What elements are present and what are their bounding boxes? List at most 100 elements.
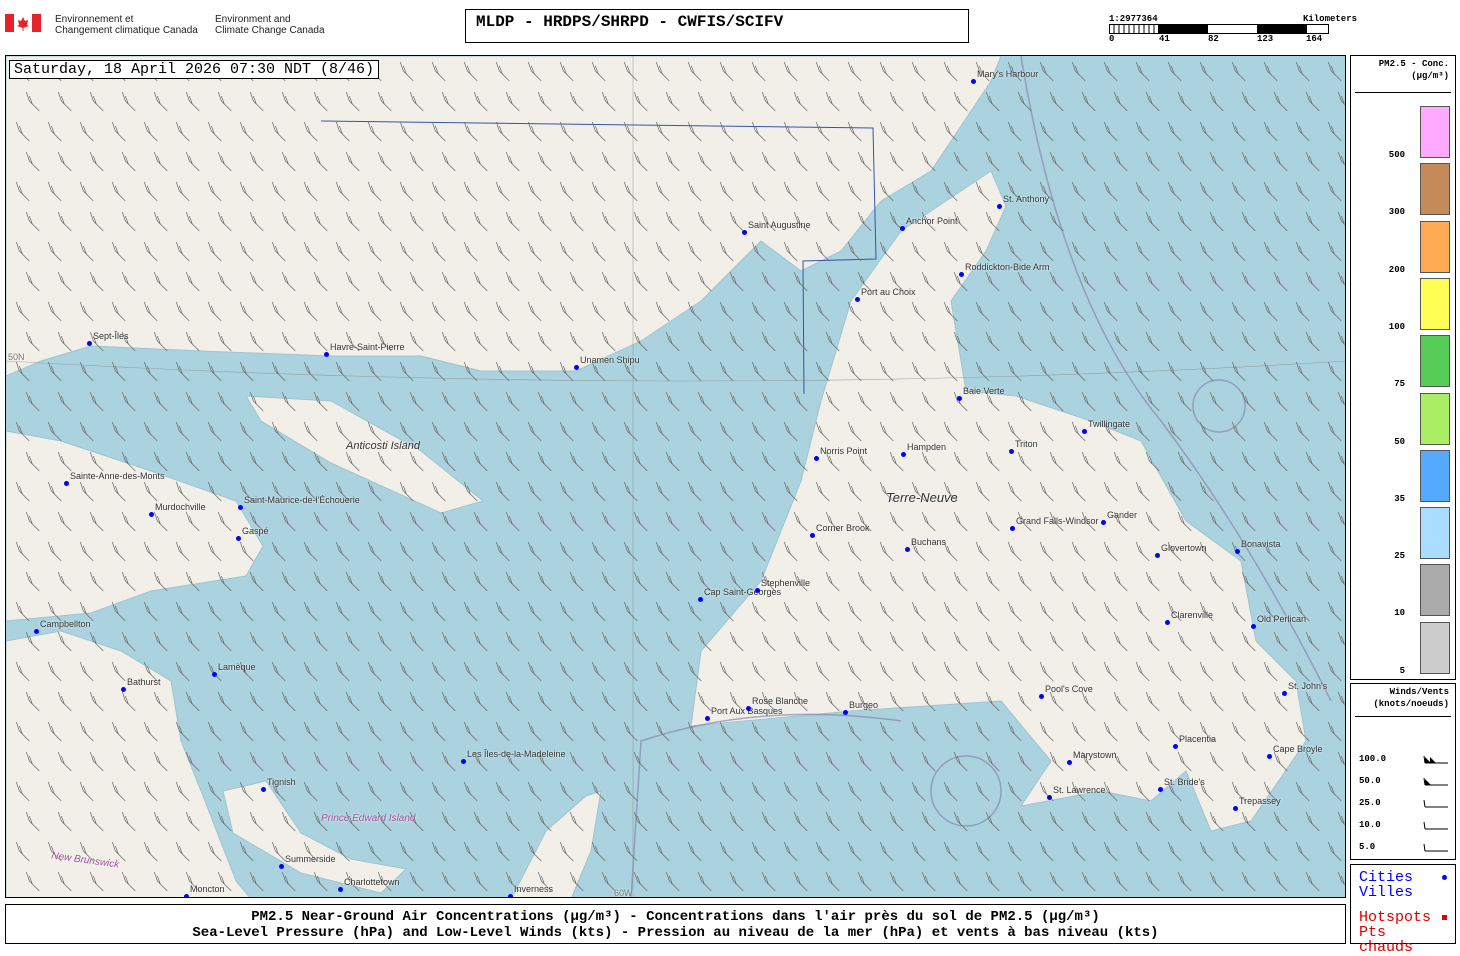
pm-level-label: 75 <box>1394 379 1405 390</box>
wind-barb <box>816 121 830 142</box>
wind-barb <box>986 151 1000 172</box>
wind-barb <box>336 841 350 862</box>
wind-barb <box>944 661 958 682</box>
wind-barb <box>538 511 552 532</box>
wind-barb <box>570 811 584 832</box>
wind-barb <box>528 661 542 682</box>
wind-barb <box>1049 511 1064 532</box>
wind-barb <box>1145 91 1160 112</box>
wind-barb <box>794 631 808 652</box>
wind-barb <box>410 271 424 292</box>
wind-barb <box>922 451 936 472</box>
wind-barb <box>58 391 72 412</box>
wind-barb <box>1209 391 1224 412</box>
wind-barb <box>1263 301 1278 322</box>
wind-barb <box>1337 571 1345 586</box>
wind-barb <box>250 151 264 172</box>
wind-barb <box>186 631 200 652</box>
wind-barb <box>122 271 136 292</box>
wind-barb <box>880 781 894 802</box>
wind-barb <box>624 721 638 742</box>
wind-barb <box>314 151 328 172</box>
wind-barb <box>890 391 904 412</box>
wind-barb <box>880 61 894 82</box>
wind-barb <box>1103 481 1118 502</box>
wind-barb <box>656 601 670 622</box>
wind-barb <box>90 571 104 592</box>
wind-barb <box>720 721 734 742</box>
wind-barb <box>282 331 296 352</box>
wind-barb <box>1039 241 1054 262</box>
pm-level-label: 200 <box>1388 264 1405 275</box>
wind-barb <box>282 211 296 232</box>
wind-barb <box>666 751 680 772</box>
wind-barb <box>208 721 222 742</box>
wind-barb <box>890 871 904 892</box>
wind-barb <box>506 691 520 712</box>
wind-barb <box>368 361 382 382</box>
wind-barb <box>1337 91 1345 106</box>
wind-barb <box>208 601 222 622</box>
wind-barb <box>240 841 254 862</box>
wind-barb <box>442 751 456 772</box>
wind-barb <box>912 301 926 322</box>
wind-barb <box>592 481 606 502</box>
wind-barb <box>538 151 552 172</box>
wind-barb <box>250 691 264 712</box>
wind-barb <box>1273 391 1288 412</box>
wind-barb <box>1113 211 1128 232</box>
wind-barb <box>730 811 744 832</box>
wind-barb <box>1135 481 1150 502</box>
wind-barb <box>464 241 478 262</box>
grid-label: 50N <box>8 352 25 362</box>
wind-barb <box>272 361 286 382</box>
wind-barb <box>282 871 296 892</box>
wind-barb <box>1241 511 1256 532</box>
wind-barb <box>1049 331 1064 352</box>
wind-barb <box>1263 481 1278 502</box>
wind-barb <box>848 841 862 862</box>
region-label: Terre-Neuve <box>886 490 958 505</box>
wind-barb <box>1113 391 1128 412</box>
wind-barb <box>314 271 328 292</box>
wind-barb <box>1145 871 1160 892</box>
wind-barb <box>1145 331 1160 352</box>
wind-barb <box>592 361 606 382</box>
wind-barb <box>368 781 382 802</box>
wind-barb <box>410 151 424 172</box>
wind-barb <box>1145 451 1160 472</box>
wind-barb <box>410 691 424 712</box>
wind-barb <box>80 421 94 442</box>
city-label: Clarenville <box>1171 610 1214 620</box>
wind-barb <box>474 871 488 892</box>
wind-barb <box>48 661 62 682</box>
wind-barb <box>656 661 670 682</box>
wind-barb <box>282 271 296 292</box>
wind-barb <box>624 121 638 142</box>
wind-barb <box>1017 751 1032 772</box>
wind-barb <box>592 541 606 562</box>
wind-barb <box>890 331 904 352</box>
wind-barb <box>1241 691 1256 712</box>
map-view[interactable]: Anticosti Island Terre-Neuve Prince Edwa… <box>5 55 1346 898</box>
wind-speed-row: 5.0 <box>1359 842 1449 852</box>
wind-barb <box>816 601 830 622</box>
wind-barb <box>698 751 712 772</box>
wind-barb <box>1177 871 1192 892</box>
wind-barb <box>48 181 62 202</box>
city-dot <box>1282 691 1287 696</box>
wind-barb <box>250 571 264 592</box>
wind-barb <box>1273 811 1288 832</box>
wind-barb <box>506 751 520 772</box>
wind-barb <box>1007 661 1022 682</box>
wind-barb <box>666 91 680 112</box>
wind-barb <box>1295 121 1310 142</box>
city-label: Marystown <box>1073 750 1117 760</box>
wind-barb <box>1007 541 1022 562</box>
wind-barb <box>560 181 574 202</box>
city-dot <box>1173 744 1178 749</box>
city-label: Baie Verte <box>963 386 1005 396</box>
wind-barb <box>1327 61 1342 82</box>
wind-barb <box>784 781 798 802</box>
pm-level-label: 300 <box>1388 207 1405 218</box>
